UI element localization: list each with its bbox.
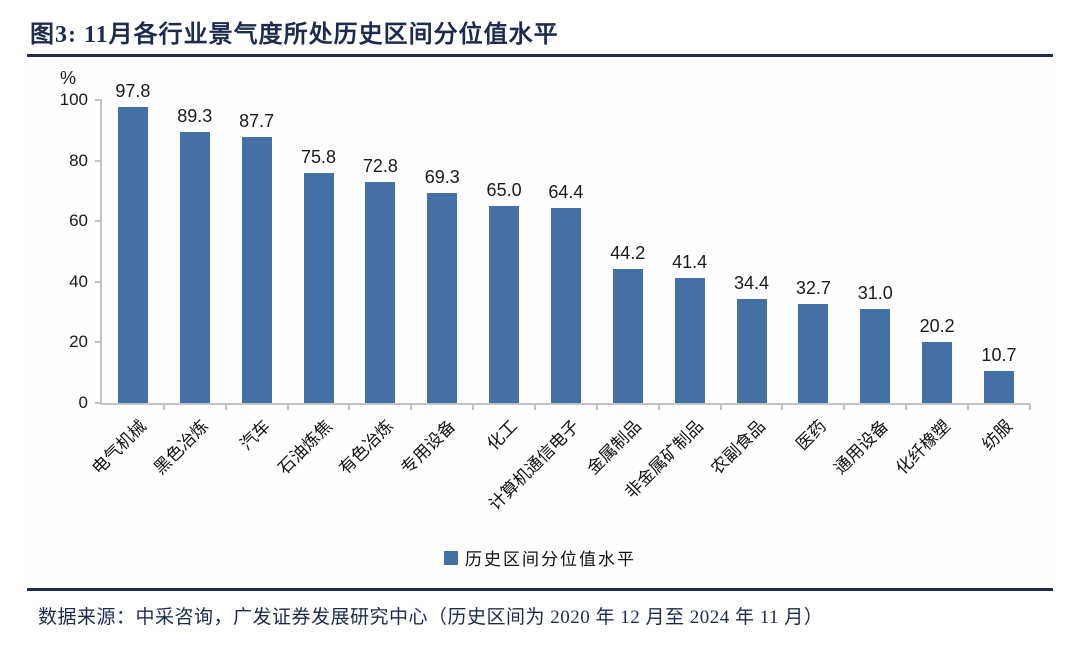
- category-label: 黑色冶炼: [150, 416, 212, 479]
- bar-column: 41.4 非金属矿制品: [621, 100, 722, 502]
- bar-value-label: 87.7: [239, 111, 275, 132]
- y-tick-label: 80: [69, 150, 88, 170]
- bar-value-label: 44.2: [610, 243, 646, 264]
- bar: [736, 298, 767, 403]
- category-label: 纺服: [978, 416, 1016, 455]
- x-axis-tick: [162, 403, 165, 410]
- bar-value-label: 41.4: [672, 251, 708, 272]
- bar-column: 65.0 化工: [473, 100, 537, 454]
- bar-column: 97.8 电气机械: [88, 81, 165, 478]
- page-title: 图3: 11月各行业景气度所处历史区间分位值水平: [30, 22, 559, 48]
- bar-value-label: 32.7: [795, 277, 831, 298]
- x-axis-tick: [595, 403, 598, 410]
- x-axis-tick: [1028, 403, 1031, 410]
- y-axis-unit-label: %: [59, 68, 76, 88]
- title-divider: [27, 54, 1053, 57]
- y-tick-label: 0: [78, 393, 88, 412]
- x-axis-tick: [657, 403, 660, 410]
- bar: [612, 269, 643, 403]
- bar-column: 34.4 农副食品: [707, 100, 784, 478]
- y-tick-mark: [95, 402, 102, 404]
- bar: [550, 207, 581, 403]
- bar-column: 89.3 黑色冶炼: [150, 100, 227, 478]
- bar-value-label: 69.3: [424, 167, 460, 188]
- bar: [427, 193, 458, 403]
- footer-divider: [27, 588, 1053, 591]
- bar: [489, 206, 520, 403]
- bar: [303, 173, 334, 403]
- y-tick-label: 100: [59, 90, 88, 109]
- bar-value-label: 31.0: [857, 283, 893, 304]
- plot-area: % 0 20 40 60 80 100 97.8 电气机械 89.3 黑色冶炼 87.7 汽车 75.8…: [60, 68, 1031, 514]
- bar: [860, 309, 891, 403]
- bar: [983, 370, 1014, 403]
- category-label: 医药: [792, 416, 831, 455]
- x-axis-tick: [472, 403, 475, 410]
- bar: [798, 303, 829, 403]
- bar-value-label: 20.2: [919, 315, 955, 336]
- y-tick-mark: [95, 159, 102, 162]
- bar: [241, 137, 272, 403]
- bar: [117, 106, 148, 403]
- bar-value-label: 10.7: [981, 344, 1017, 365]
- bar-column: 44.2 金属制品: [583, 100, 660, 478]
- category-label: 农副食品: [706, 416, 769, 479]
- bar: [922, 341, 953, 403]
- y-tick-mark: [95, 341, 102, 344]
- y-tick-label: 40: [69, 271, 88, 291]
- x-axis-tick: [410, 403, 413, 410]
- x-axis-tick: [905, 403, 908, 410]
- x-axis-tick: [286, 403, 289, 410]
- x-axis-tick: [348, 403, 351, 410]
- data-source-note: 数据来源：中采咨询，广发证券发展研究中心（历史区间为 2020 年 12 月至 …: [38, 607, 824, 628]
- bar-value-label: 34.4: [733, 272, 770, 293]
- bar-column: 87.7 汽车: [226, 100, 289, 454]
- bar-value-label: 65.0: [486, 180, 522, 201]
- x-axis-tick: [843, 403, 846, 410]
- x-axis-tick: [967, 403, 970, 410]
- bar-column: 20.2 化纤橡塑: [893, 100, 970, 478]
- chart-card: % 0 20 40 60 80 100 97.8 电气机械 89.3 黑色冶炼 87.7 汽车 75.8…: [27, 60, 1053, 580]
- chart-legend: 历史区间分位值水平: [27, 545, 1053, 570]
- y-tick-mark: [95, 99, 102, 101]
- x-axis-tick: [534, 403, 537, 410]
- bar: [179, 132, 210, 403]
- bar: [365, 182, 396, 403]
- bar-column: 31.0 通用设备: [831, 100, 908, 478]
- x-axis-tick: [781, 403, 784, 410]
- bar-column: 69.3 专用设备: [398, 100, 475, 478]
- category-label: 汽车: [236, 416, 274, 455]
- bar-value-label: 97.8: [115, 80, 151, 101]
- bar-column: 64.4 计算机通信电子: [485, 100, 598, 514]
- category-label: 电气机械: [88, 416, 150, 479]
- bar: [674, 277, 705, 403]
- bar-value-label: 75.8: [300, 147, 337, 168]
- bar-column: 75.8 石油炼焦: [274, 100, 351, 478]
- y-tick-mark: [95, 220, 102, 223]
- category-label: 石油炼焦: [273, 416, 336, 479]
- category-label: 有色冶炼: [335, 416, 398, 479]
- category-label: 化纤橡塑: [892, 416, 955, 479]
- x-axis-tick: [719, 403, 722, 410]
- y-tick-mark: [95, 280, 102, 283]
- bar-column: 10.7 纺服: [968, 100, 1031, 454]
- bar-value-label: 64.4: [548, 181, 584, 202]
- category-label: 化工: [483, 416, 522, 455]
- bar-value-label: 89.3: [177, 106, 213, 127]
- bar-value-label: 72.8: [362, 156, 398, 177]
- legend-label: 历史区间分位值水平: [465, 550, 636, 569]
- bar-column: 32.7 医药: [782, 100, 846, 454]
- category-label: 通用设备: [830, 416, 893, 479]
- x-axis-tick: [224, 403, 227, 410]
- y-tick-label: 20: [69, 332, 88, 352]
- y-tick-label: 60: [69, 211, 88, 231]
- legend-swatch: [444, 550, 458, 565]
- bar-column: 72.8 有色冶炼: [336, 100, 413, 478]
- category-label: 专用设备: [397, 416, 460, 479]
